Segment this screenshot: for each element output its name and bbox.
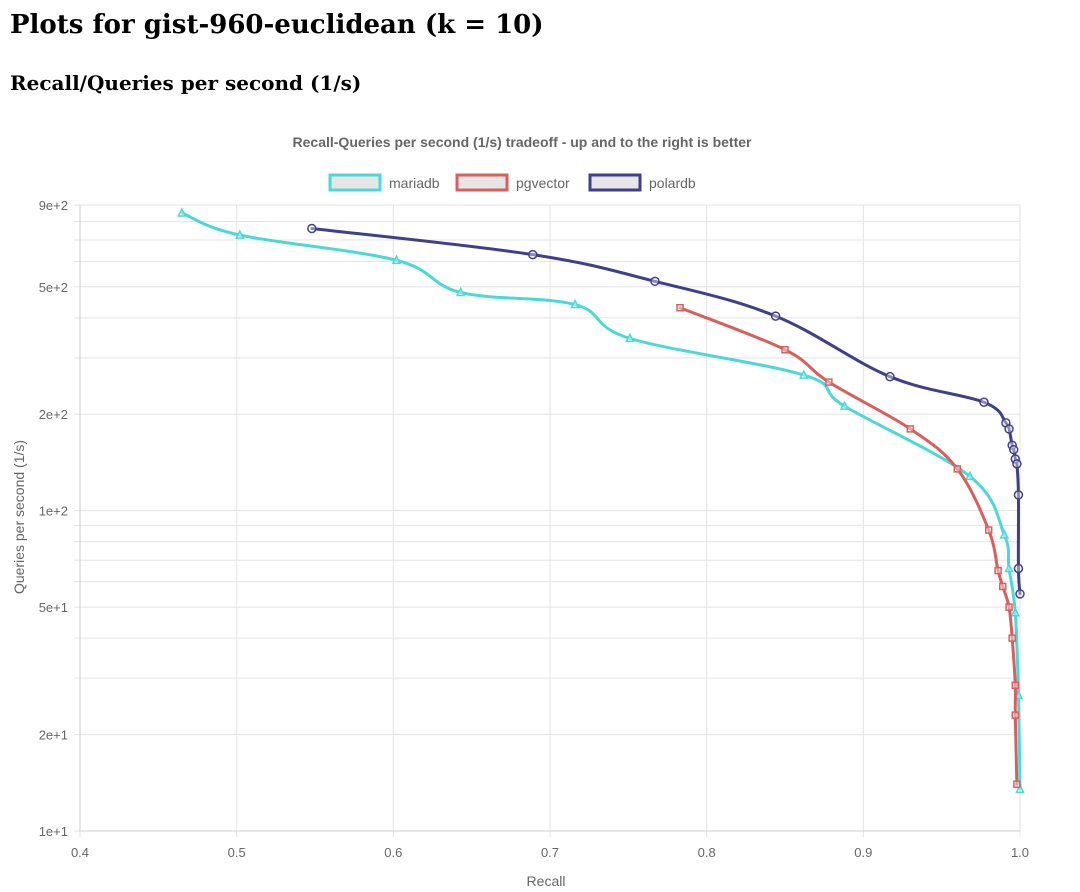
- data-point-polardb: [650, 276, 660, 287]
- data-point-mariadb: [1004, 562, 1014, 573]
- data-point-pgvector: [953, 465, 962, 473]
- data-point-pgvector: [825, 378, 833, 386]
- data-point-pgvector: [1011, 711, 1020, 719]
- legend-item-polardb: polardb: [588, 173, 696, 192]
- x-tick-label: 0.8: [698, 845, 716, 860]
- data-point-polardb: [1013, 490, 1024, 500]
- data-point-mariadb: [965, 470, 975, 481]
- x-tick-label: 1.0: [1011, 845, 1029, 860]
- x-axis-title: Recall: [527, 873, 566, 889]
- x-tick-label: 0.6: [384, 845, 402, 860]
- chart-title: Recall-Queries per second (1/s) tradeoff…: [293, 134, 753, 150]
- data-point-pgvector: [994, 566, 1002, 575]
- data-point-polardb: [979, 397, 989, 408]
- data-point-polardb: [528, 249, 538, 260]
- series-mariadb: [177, 207, 1025, 794]
- data-point-mariadb: [177, 207, 187, 217]
- data-point-mariadb: [625, 332, 635, 343]
- section-heading: Recall/Queries per second (1/s): [10, 71, 362, 95]
- series-line-mariadb: [180, 211, 1022, 791]
- chart-legend: mariadb pgvector polardb: [328, 173, 696, 192]
- data-point-polardb: [1004, 424, 1014, 434]
- series-polardb: [307, 223, 1025, 599]
- y-tick-label: 2e+1: [39, 728, 68, 743]
- data-point-pgvector: [676, 304, 684, 312]
- data-point-mariadb: [570, 298, 580, 309]
- data-point-polardb: [307, 223, 317, 234]
- series-line-pgvector: [678, 306, 1019, 786]
- data-point-pgvector: [1011, 681, 1020, 690]
- y-tick-label: 5e+1: [39, 600, 68, 615]
- axes: 0.4 0.5 0.6 0.7 0.8 0.9 1.0 1e+1 2e+1 5e+1 1e+2 2e+…: [39, 198, 1029, 860]
- data-point-mariadb: [799, 369, 809, 379]
- y-axis-title: Queries per second (1/s): [11, 440, 27, 594]
- data-point-polardb: [1012, 459, 1022, 469]
- y-tick-label: 9e+2: [39, 198, 68, 213]
- data-point-polardb: [1015, 589, 1025, 599]
- data-point-pgvector: [781, 345, 789, 354]
- data-point-polardb: [885, 371, 895, 382]
- series-pgvector: [676, 304, 1021, 788]
- data-point-pgvector: [1005, 603, 1013, 611]
- legend-label-polardb: polardb: [649, 175, 696, 191]
- data-point-pgvector: [1008, 634, 1016, 642]
- data-point-pgvector: [999, 582, 1007, 591]
- page-title: Plots for gist-960-euclidean (k = 10): [10, 10, 544, 40]
- data-point-pgvector: [906, 425, 915, 433]
- data-point-polardb: [1008, 444, 1019, 455]
- series-layer: [177, 207, 1025, 794]
- legend-label-mariadb: mariadb: [389, 175, 440, 191]
- legend-item-mariadb: mariadb: [328, 173, 440, 192]
- data-point-mariadb: [1010, 607, 1021, 617]
- x-tick-label: 0.7: [541, 845, 559, 860]
- legend-label-pgvector: pgvector: [516, 175, 570, 191]
- x-tick-label: 0.9: [854, 845, 872, 860]
- x-tick-label: 0.4: [71, 845, 89, 860]
- y-tick-label: 5e+2: [39, 280, 68, 295]
- data-point-mariadb: [839, 400, 850, 410]
- data-point-pgvector: [1013, 780, 1021, 788]
- legend-swatch-mariadb: [328, 173, 382, 192]
- data-point-polardb: [770, 311, 781, 321]
- legend-item-pgvector: pgvector: [455, 173, 570, 192]
- y-tick-label: 1e+1: [39, 824, 68, 839]
- data-point-mariadb: [391, 254, 402, 265]
- data-point-mariadb: [455, 286, 466, 297]
- data-point-pgvector: [984, 526, 993, 534]
- data-point-mariadb: [999, 529, 1010, 539]
- y-tick-label: 1e+2: [39, 504, 68, 519]
- data-point-mariadb: [1015, 783, 1025, 794]
- legend-swatch-polardb: [588, 173, 642, 192]
- data-point-mariadb: [235, 229, 245, 239]
- series-line-polardb: [310, 227, 1022, 596]
- x-tick-label: 0.5: [228, 845, 246, 860]
- data-point-polardb: [1013, 563, 1024, 574]
- y-tick-label: 2e+2: [39, 407, 68, 422]
- legend-swatch-pgvector: [455, 173, 509, 192]
